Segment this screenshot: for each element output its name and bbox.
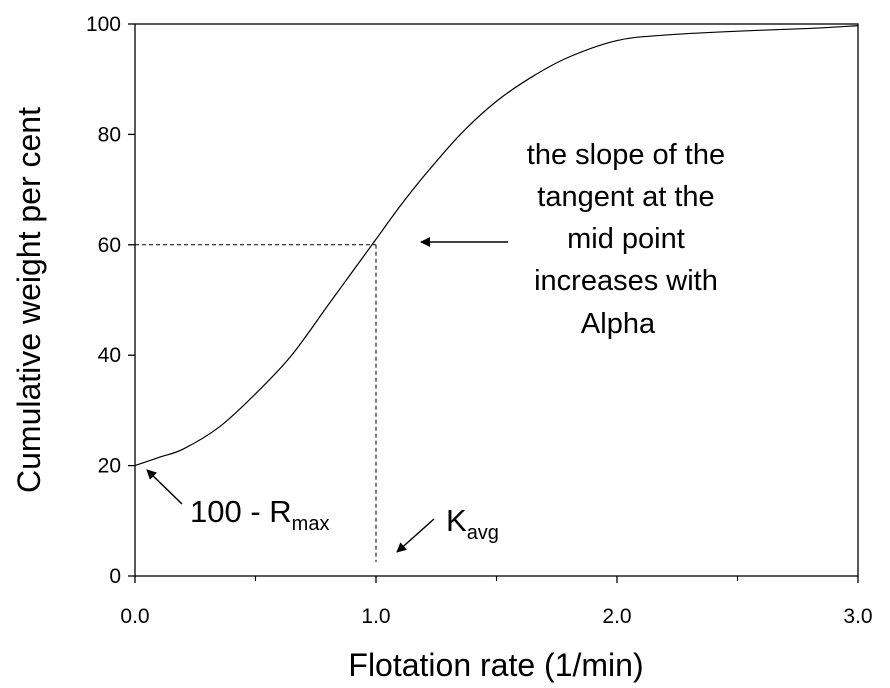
annotation-rmax-arrow — [146, 469, 183, 505]
series-line — [134, 25, 859, 467]
y-tick-label: 0 — [109, 565, 121, 588]
x-tick-label: 2.0 — [602, 605, 631, 628]
y-tick-label: 40 — [98, 344, 121, 367]
annotation-kavg: Kavg — [446, 503, 499, 544]
annotation-rmax: 100 - Rmax — [190, 494, 329, 535]
y-axis-title: Cumulative weight per cent — [11, 107, 47, 493]
annotation-kavg-arrow — [396, 518, 435, 553]
x-tick-label: 1.0 — [361, 605, 390, 628]
y-axis-ticks: 0 20 40 60 80 100 — [86, 13, 135, 588]
y-tick-label: 60 — [98, 234, 121, 257]
y-tick-label: 20 — [98, 455, 121, 478]
x-axis-ticks: 0.0 1.0 2.0 3.0 — [120, 576, 873, 628]
x-axis-title: Flotation rate (1/min) — [348, 647, 643, 683]
y-tick-label: 100 — [86, 13, 121, 36]
annotation-slope: the slope of the tangent at the mid poin… — [527, 139, 733, 340]
x-tick-label: 3.0 — [843, 605, 872, 628]
x-tick-label: 0.0 — [120, 605, 149, 628]
y-tick-label: 80 — [98, 123, 121, 146]
